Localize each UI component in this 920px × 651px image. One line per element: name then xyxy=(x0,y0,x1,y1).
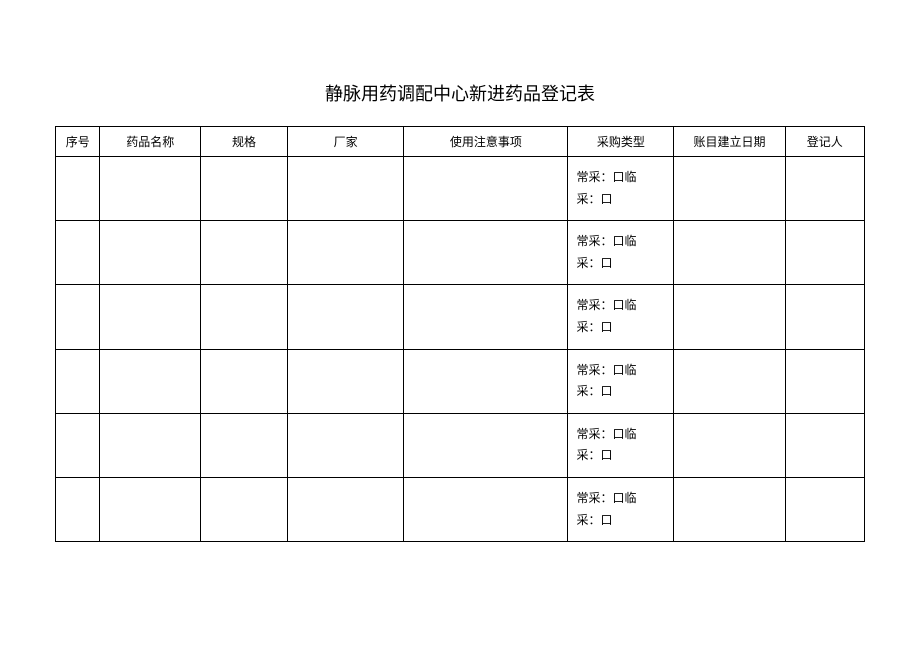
cell-reg xyxy=(785,413,864,477)
type-line2: 采：口 xyxy=(576,445,665,467)
table-row: 常采：口临采：口 xyxy=(56,349,865,413)
cell-type: 常采：口临采：口 xyxy=(568,413,674,477)
cell-reg xyxy=(785,221,864,285)
type-line2: 采：口 xyxy=(576,510,665,532)
cell-reg xyxy=(785,477,864,541)
table-row: 常采：口临采：口 xyxy=(56,157,865,221)
col-header-seq: 序号 xyxy=(56,127,100,157)
cell-mfr xyxy=(287,413,403,477)
cell-notes xyxy=(404,157,568,221)
col-header-type: 采购类型 xyxy=(568,127,674,157)
cell-spec xyxy=(201,349,288,413)
cell-notes xyxy=(404,221,568,285)
cell-notes xyxy=(404,413,568,477)
col-header-reg: 登记人 xyxy=(785,127,864,157)
cell-mfr xyxy=(287,477,403,541)
cell-reg xyxy=(785,285,864,349)
cell-seq xyxy=(56,349,100,413)
cell-mfr xyxy=(287,349,403,413)
cell-date xyxy=(674,285,785,349)
cell-date xyxy=(674,413,785,477)
cell-type: 常采：口临采：口 xyxy=(568,221,674,285)
table-row: 常采：口临采：口 xyxy=(56,221,865,285)
cell-name xyxy=(100,413,201,477)
type-line1: 常采：口临 xyxy=(576,295,665,317)
cell-date xyxy=(674,221,785,285)
cell-spec xyxy=(201,285,288,349)
cell-date xyxy=(674,477,785,541)
page-container: 静脉用药调配中心新进药品登记表 序号 药品名称 规格 厂家 使用注意事项 采购类… xyxy=(55,80,865,542)
cell-notes xyxy=(404,477,568,541)
table-body: 常采：口临采：口常采：口临采：口常采：口临采：口常采：口临采：口常采：口临采：口… xyxy=(56,157,865,542)
type-line1: 常采：口临 xyxy=(576,360,665,382)
cell-spec xyxy=(201,413,288,477)
registration-table: 序号 药品名称 规格 厂家 使用注意事项 采购类型 账目建立日期 登记人 常采：… xyxy=(55,126,865,542)
cell-spec xyxy=(201,477,288,541)
cell-date xyxy=(674,157,785,221)
cell-date xyxy=(674,349,785,413)
cell-spec xyxy=(201,221,288,285)
type-line1: 常采：口临 xyxy=(576,424,665,446)
cell-seq xyxy=(56,285,100,349)
type-line2: 采：口 xyxy=(576,253,665,275)
cell-reg xyxy=(785,157,864,221)
col-header-spec: 规格 xyxy=(201,127,288,157)
cell-type: 常采：口临采：口 xyxy=(568,349,674,413)
cell-seq xyxy=(56,477,100,541)
cell-mfr xyxy=(287,157,403,221)
type-line2: 采：口 xyxy=(576,189,665,211)
cell-seq xyxy=(56,157,100,221)
type-line1: 常采：口临 xyxy=(576,167,665,189)
table-row: 常采：口临采：口 xyxy=(56,413,865,477)
cell-name xyxy=(100,285,201,349)
cell-reg xyxy=(785,349,864,413)
type-line1: 常采：口临 xyxy=(576,231,665,253)
type-line1: 常采：口临 xyxy=(576,488,665,510)
cell-name xyxy=(100,157,201,221)
table-header-row: 序号 药品名称 规格 厂家 使用注意事项 采购类型 账目建立日期 登记人 xyxy=(56,127,865,157)
cell-mfr xyxy=(287,285,403,349)
cell-seq xyxy=(56,221,100,285)
cell-type: 常采：口临采：口 xyxy=(568,477,674,541)
cell-name xyxy=(100,349,201,413)
table-row: 常采：口临采：口 xyxy=(56,477,865,541)
col-header-name: 药品名称 xyxy=(100,127,201,157)
table-row: 常采：口临采：口 xyxy=(56,285,865,349)
cell-notes xyxy=(404,285,568,349)
type-line2: 采：口 xyxy=(576,317,665,339)
cell-notes xyxy=(404,349,568,413)
cell-spec xyxy=(201,157,288,221)
cell-type: 常采：口临采：口 xyxy=(568,285,674,349)
col-header-notes: 使用注意事项 xyxy=(404,127,568,157)
col-header-date: 账目建立日期 xyxy=(674,127,785,157)
cell-seq xyxy=(56,413,100,477)
page-title: 静脉用药调配中心新进药品登记表 xyxy=(55,80,865,106)
cell-name xyxy=(100,477,201,541)
cell-type: 常采：口临采：口 xyxy=(568,157,674,221)
cell-mfr xyxy=(287,221,403,285)
col-header-mfr: 厂家 xyxy=(287,127,403,157)
type-line2: 采：口 xyxy=(576,381,665,403)
cell-name xyxy=(100,221,201,285)
